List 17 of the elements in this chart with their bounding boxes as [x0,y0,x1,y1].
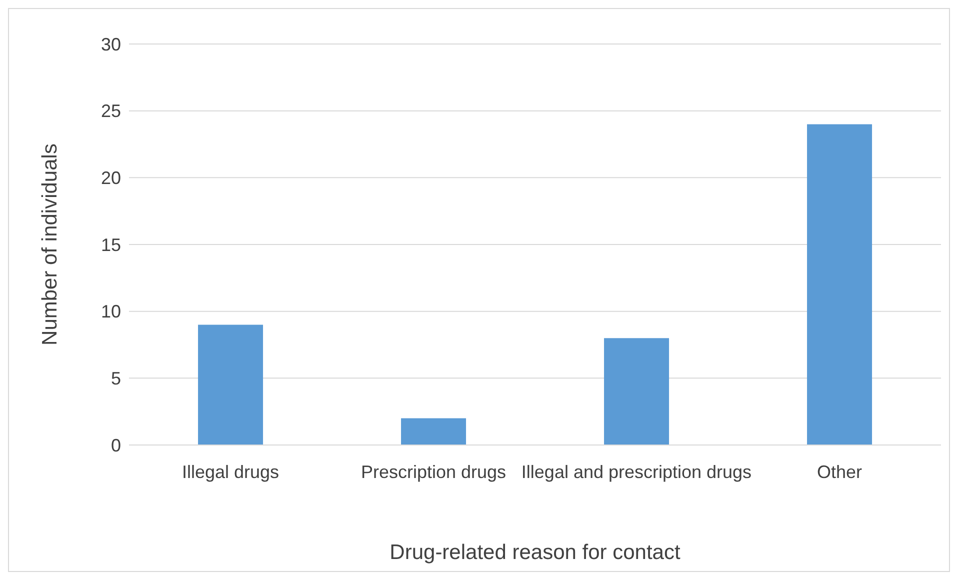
bar [401,418,466,445]
y-tick-label: 0 [110,435,121,456]
y-axis-title: Number of individuals [38,144,62,346]
bar [198,324,264,445]
y-tick-label: 10 [100,302,121,322]
x-tick-label: Illegal and prescription drugs [521,462,752,482]
y-tick-label: 20 [100,168,121,188]
bar [807,124,872,445]
x-tick-label: Other [816,462,862,482]
y-tick-label: 25 [100,101,121,122]
y-tick-label: 15 [100,234,121,255]
x-axis-title: Drug-related reason for contact [390,541,680,564]
x-tick-label: Prescription drugs [360,462,506,482]
y-tick-label: 5 [110,368,121,389]
y-tick-label: 30 [100,34,121,54]
x-tick-label: Illegal drugs [182,462,280,482]
bar [604,338,670,445]
